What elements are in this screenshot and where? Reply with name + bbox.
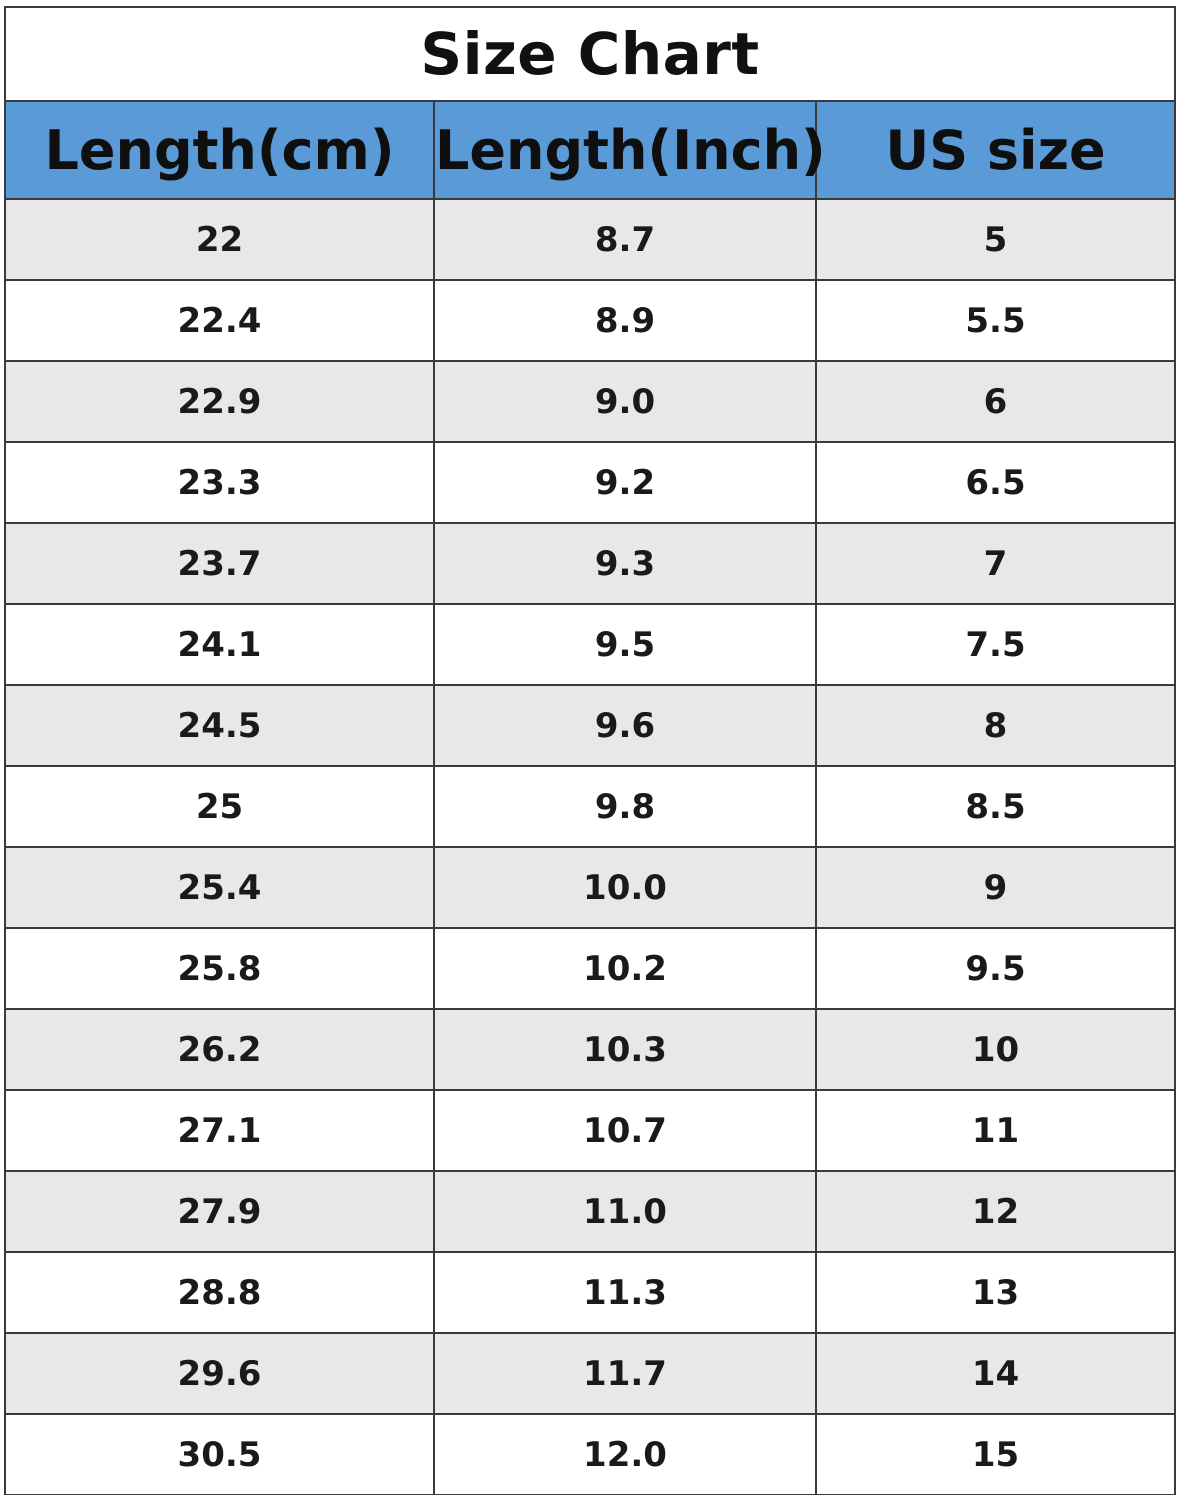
cell-us-size: 6 bbox=[815, 360, 1174, 443]
cell-us-size: 5.5 bbox=[815, 279, 1174, 362]
cell-length-cm: 22 bbox=[6, 198, 435, 281]
cell-length-cm: 24.1 bbox=[6, 603, 435, 686]
table-row: 22 8.7 5 bbox=[6, 198, 1174, 281]
cell-length-inch: 11.3 bbox=[433, 1251, 817, 1334]
size-chart-table: Size Chart Length(cm) Length(Inch) US si… bbox=[4, 6, 1176, 1495]
table-row: 25.4 10.0 9 bbox=[6, 846, 1174, 929]
cell-length-inch: 9.3 bbox=[433, 522, 817, 605]
cell-length-cm: 26.2 bbox=[6, 1008, 435, 1091]
cell-us-size: 11 bbox=[815, 1089, 1174, 1172]
table-row: 22.4 8.9 5.5 bbox=[6, 279, 1174, 362]
cell-us-size: 14 bbox=[815, 1332, 1174, 1415]
cell-length-cm: 22.9 bbox=[6, 360, 435, 443]
table-row: 23.3 9.2 6.5 bbox=[6, 441, 1174, 524]
cell-us-size: 10 bbox=[815, 1008, 1174, 1091]
cell-length-inch: 8.9 bbox=[433, 279, 817, 362]
cell-length-inch: 9.0 bbox=[433, 360, 817, 443]
cell-us-size: 7.5 bbox=[815, 603, 1174, 686]
cell-length-cm: 27.1 bbox=[6, 1089, 435, 1172]
cell-length-inch: 11.7 bbox=[433, 1332, 817, 1415]
table-row: 24.1 9.5 7.5 bbox=[6, 603, 1174, 686]
cell-us-size: 6.5 bbox=[815, 441, 1174, 524]
cell-us-size: 15 bbox=[815, 1413, 1174, 1494]
column-header-us-size: US size bbox=[815, 102, 1174, 200]
cell-length-inch: 9.5 bbox=[433, 603, 817, 686]
size-grid: Length(cm) Length(Inch) US size 22 8.7 5 22… bbox=[6, 102, 1174, 1494]
cell-us-size: 5 bbox=[815, 198, 1174, 281]
table-row: 23.7 9.3 7 bbox=[6, 522, 1174, 605]
cell-us-size: 9.5 bbox=[815, 927, 1174, 1010]
cell-length-cm: 23.3 bbox=[6, 441, 435, 524]
table-row: 28.8 11.3 13 bbox=[6, 1251, 1174, 1334]
cell-length-inch: 11.0 bbox=[433, 1170, 817, 1253]
cell-us-size: 8 bbox=[815, 684, 1174, 767]
cell-length-cm: 22.4 bbox=[6, 279, 435, 362]
cell-us-size: 8.5 bbox=[815, 765, 1174, 848]
cell-length-inch: 10.2 bbox=[433, 927, 817, 1010]
table-row: 27.9 11.0 12 bbox=[6, 1170, 1174, 1253]
cell-us-size: 13 bbox=[815, 1251, 1174, 1334]
cell-length-inch: 8.7 bbox=[433, 198, 817, 281]
cell-length-cm: 25.4 bbox=[6, 846, 435, 929]
cell-length-cm: 25 bbox=[6, 765, 435, 848]
table-row: 22.9 9.0 6 bbox=[6, 360, 1174, 443]
cell-length-cm: 27.9 bbox=[6, 1170, 435, 1253]
table-row: 29.6 11.7 14 bbox=[6, 1332, 1174, 1415]
cell-length-inch: 9.8 bbox=[433, 765, 817, 848]
cell-us-size: 7 bbox=[815, 522, 1174, 605]
cell-length-cm: 29.6 bbox=[6, 1332, 435, 1415]
table-row: 24.5 9.6 8 bbox=[6, 684, 1174, 767]
cell-length-inch: 12.0 bbox=[433, 1413, 817, 1494]
cell-length-inch: 10.7 bbox=[433, 1089, 817, 1172]
cell-length-cm: 23.7 bbox=[6, 522, 435, 605]
table-body: 22 8.7 5 22.4 8.9 5.5 22.9 9.0 6 23.3 9.2 6.5 23.7 9.… bbox=[6, 198, 1174, 1494]
cell-length-inch: 9.2 bbox=[433, 441, 817, 524]
table-row: 30.5 12.0 15 bbox=[6, 1413, 1174, 1494]
table-row: 26.2 10.3 10 bbox=[6, 1008, 1174, 1091]
cell-length-inch: 10.3 bbox=[433, 1008, 817, 1091]
cell-us-size: 12 bbox=[815, 1170, 1174, 1253]
column-header-length-cm: Length(cm) bbox=[6, 102, 435, 200]
chart-title: Size Chart bbox=[6, 8, 1174, 102]
cell-length-inch: 10.0 bbox=[433, 846, 817, 929]
table-row: 25.8 10.2 9.5 bbox=[6, 927, 1174, 1010]
cell-us-size: 9 bbox=[815, 846, 1174, 929]
cell-length-cm: 25.8 bbox=[6, 927, 435, 1010]
cell-length-cm: 30.5 bbox=[6, 1413, 435, 1494]
cell-length-inch: 9.6 bbox=[433, 684, 817, 767]
table-row: 25 9.8 8.5 bbox=[6, 765, 1174, 848]
cell-length-cm: 28.8 bbox=[6, 1251, 435, 1334]
header-row: Length(cm) Length(Inch) US size bbox=[6, 102, 1174, 200]
column-header-length-inch: Length(Inch) bbox=[433, 102, 826, 200]
cell-length-cm: 24.5 bbox=[6, 684, 435, 767]
table-row: 27.1 10.7 11 bbox=[6, 1089, 1174, 1172]
